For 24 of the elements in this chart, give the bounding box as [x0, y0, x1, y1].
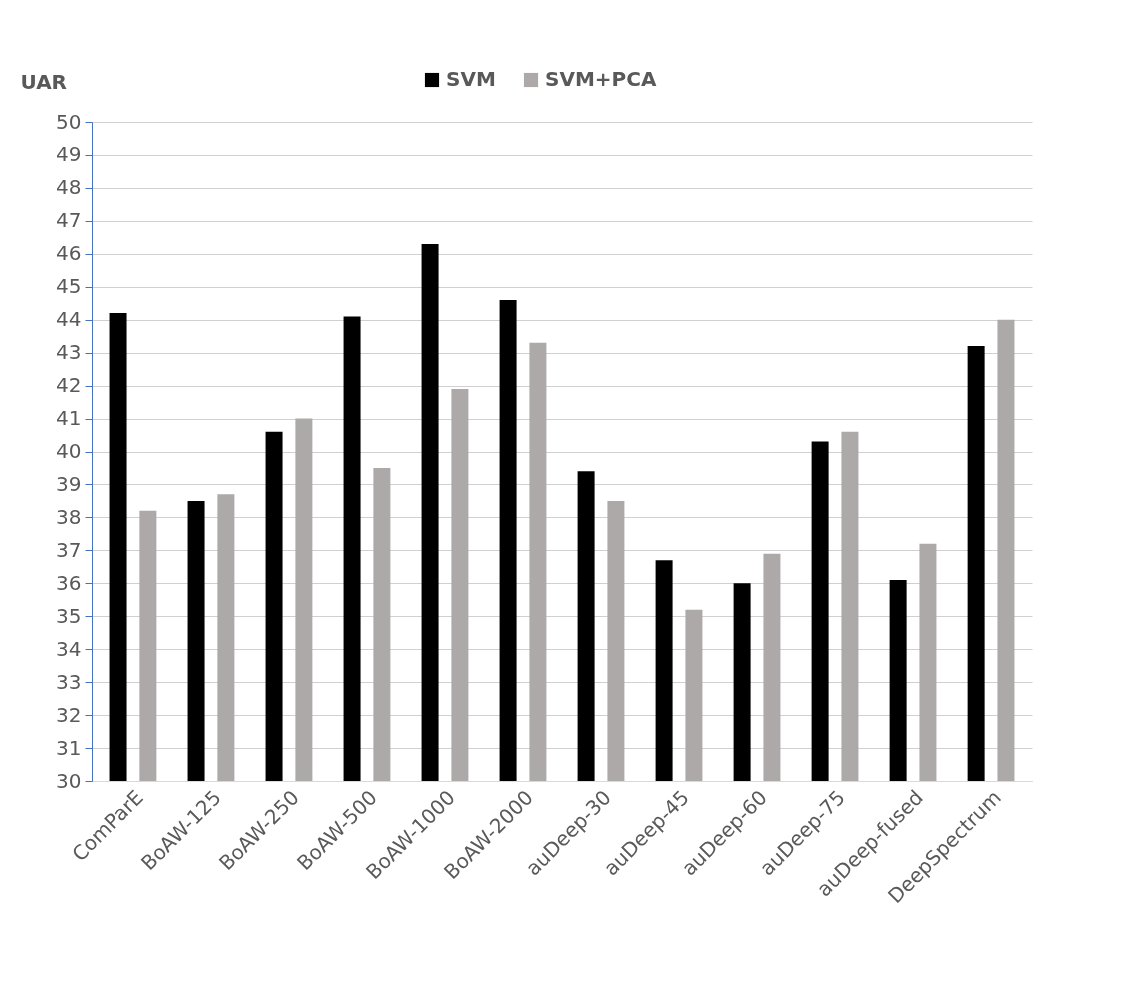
y-tick-label: 46 [56, 241, 82, 266]
y-tick-label: 35 [56, 603, 82, 628]
y-tick-label: 37 [56, 537, 82, 562]
y-tick-label: 33 [56, 669, 82, 694]
y-tick-label: 48 [56, 175, 82, 200]
y-tick-label: 47 [56, 208, 82, 233]
y-axis-title: UAR [20, 69, 68, 94]
y-tick-label: 42 [56, 373, 82, 398]
y-tick-label: 39 [56, 471, 82, 496]
y-tick-label: 50 [56, 109, 82, 134]
y-tick-label: 43 [56, 340, 82, 365]
y-tick-label: 34 [56, 636, 82, 661]
y-tick-label: 38 [56, 504, 82, 529]
y-tick-label: 45 [56, 274, 82, 299]
legend-label: SVM [446, 67, 496, 91]
y-tick-label: 44 [56, 307, 82, 332]
y-tick-label: 49 [56, 142, 82, 167]
y-tick-label: 32 [56, 702, 82, 727]
y-tick-label: 30 [56, 768, 82, 793]
y-tick-label: 41 [56, 406, 82, 431]
y-tick-label: 31 [56, 735, 82, 760]
y-tick-label: 36 [56, 570, 82, 595]
legend-label: SVM+PCA [545, 67, 657, 91]
y-tick-label: 40 [56, 439, 82, 463]
